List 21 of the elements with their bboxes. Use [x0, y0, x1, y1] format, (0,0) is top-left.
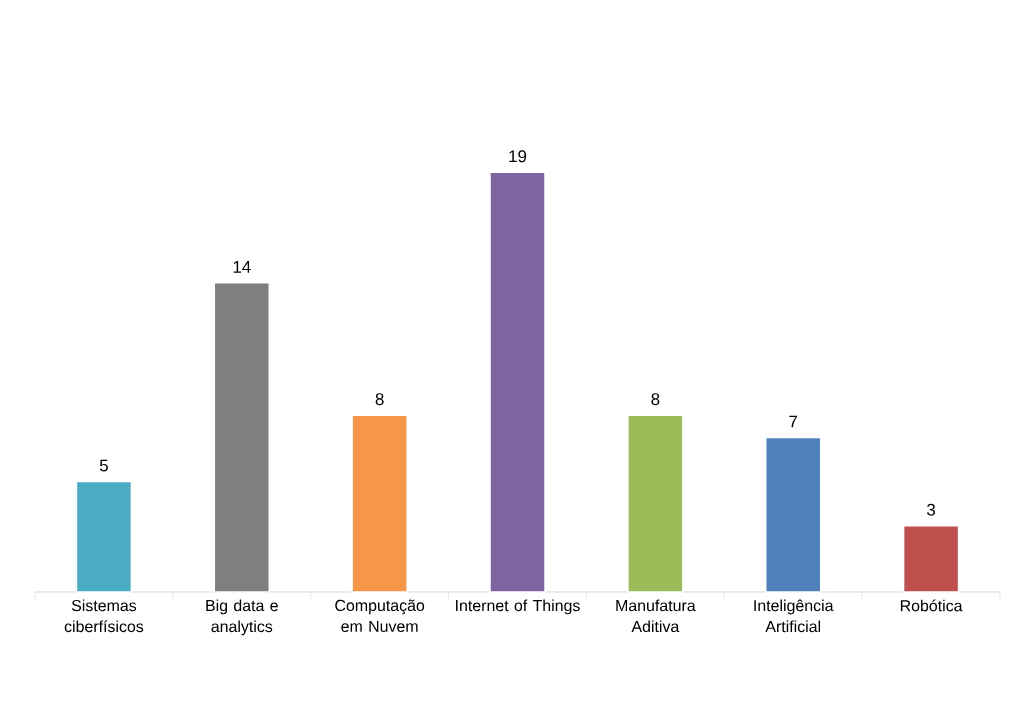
data-label: 3 [927, 503, 936, 516]
x-tick-label: Sistemas ciberfísicos [64, 599, 144, 633]
data-label: 5 [99, 459, 108, 472]
data-label: 19 [509, 150, 527, 163]
x-tick-label: Internet of Things [456, 599, 580, 615]
bar [213, 282, 271, 593]
bar [75, 480, 133, 593]
bar [627, 414, 684, 593]
bar [489, 171, 546, 593]
data-label: 7 [789, 415, 798, 428]
x-tick-label: Big data e analytics [206, 599, 278, 636]
bar [764, 436, 822, 593]
bar [351, 414, 408, 593]
data-label: 14 [233, 261, 251, 273]
bar [902, 524, 960, 593]
x-tick-label: Robótica [900, 599, 963, 612]
x-tick-label: Inteligência Artificial [754, 599, 834, 633]
x-tick-label: Computação em Nuvem [335, 599, 425, 633]
x-tick-label: Manufatura Aditiva [616, 599, 696, 633]
data-label: 8 [651, 393, 660, 406]
data-label: 8 [375, 393, 384, 406]
